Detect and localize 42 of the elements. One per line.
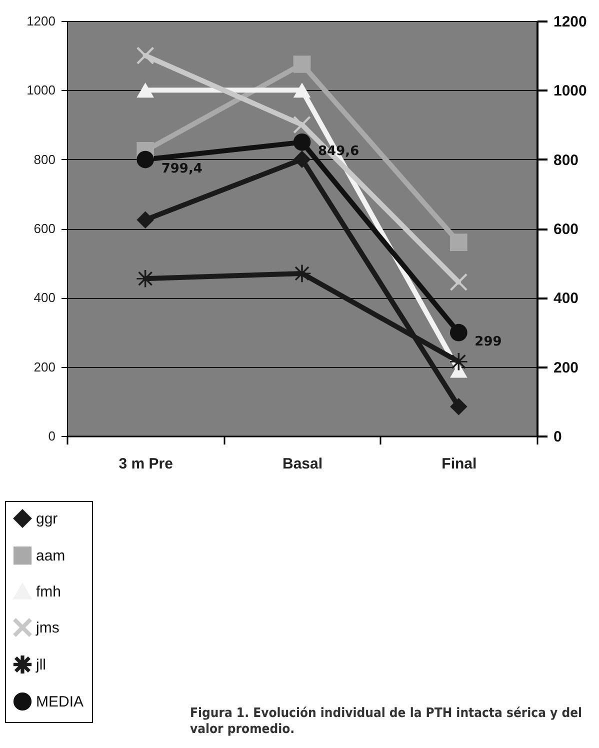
y-tick-label: 1000	[26, 82, 56, 98]
y-tick-label: 1200	[26, 14, 56, 28]
data-label: 299	[474, 334, 502, 350]
y2-tick-label: 200	[554, 359, 579, 376]
point	[450, 234, 468, 251]
point	[450, 352, 468, 370]
point	[136, 82, 154, 98]
y-tick-label: 600	[34, 221, 56, 236]
y-tick-label: 0	[48, 428, 56, 444]
point	[293, 134, 311, 151]
x-tick-label: Final	[442, 456, 477, 472]
legend-label: MEDIA	[36, 694, 84, 710]
legend-label: ggr	[36, 510, 58, 528]
y-tick-label: 200	[34, 359, 56, 374]
data-label: 799,4	[161, 162, 202, 177]
point	[450, 324, 468, 342]
point	[293, 82, 311, 98]
point	[136, 211, 154, 229]
x-tick-label: 3 m Pre	[118, 456, 173, 472]
y-tick-label: 800	[34, 152, 56, 167]
point	[293, 150, 311, 168]
point	[450, 362, 468, 378]
y2-tick-label: 1000	[554, 82, 587, 100]
point	[136, 150, 154, 168]
legend-label: jll	[35, 656, 46, 674]
text: Figura 1. Evolución individual de la PTH intacta sérica y del valor promedio.	[190, 706, 584, 738]
y2-tick-label: 400	[554, 290, 579, 308]
point	[450, 398, 468, 416]
point	[136, 270, 154, 288]
x-tick-label: Basal	[282, 456, 323, 472]
y2-tick-label: 600	[554, 221, 579, 238]
legend-label: aam	[36, 548, 66, 564]
point	[293, 116, 311, 134]
point	[136, 46, 154, 64]
y2-tick-label: 0	[554, 428, 562, 446]
legend-label: fmh	[36, 584, 62, 600]
legend-label: jms	[35, 620, 60, 636]
y2-tick-label: 800	[554, 152, 579, 169]
y-tick-label: 400	[34, 290, 56, 306]
point	[293, 56, 311, 73]
y2-tick-label: 1200	[554, 14, 587, 30]
point	[450, 273, 468, 291]
